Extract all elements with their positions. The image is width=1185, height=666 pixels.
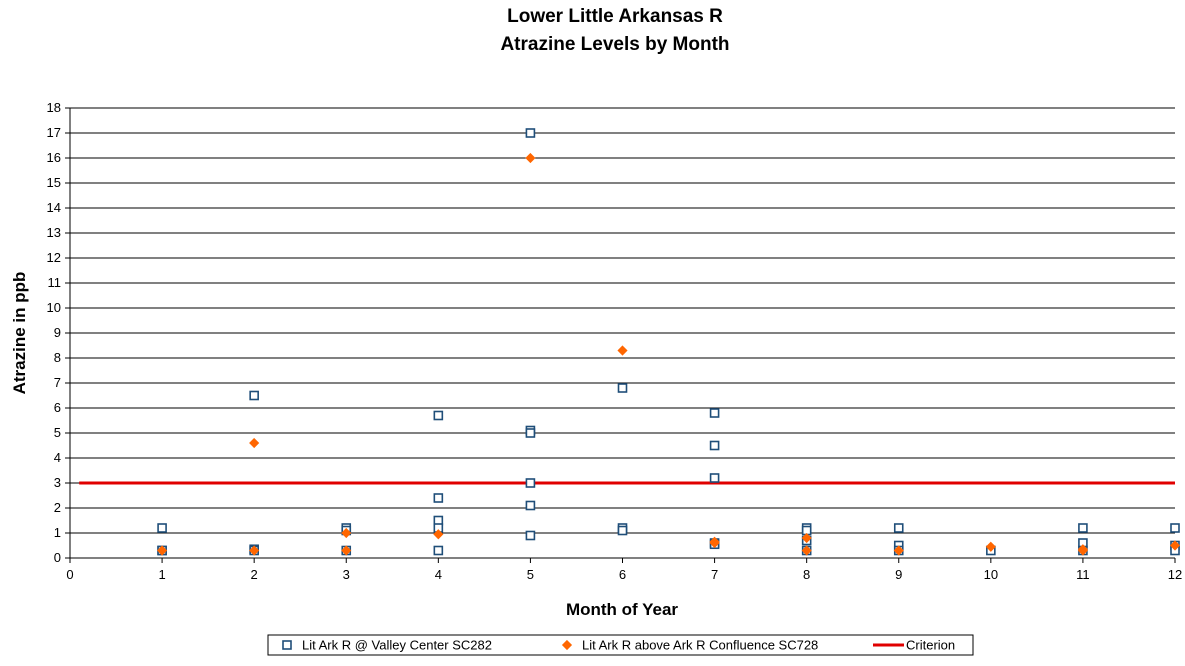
data-point-sc282 bbox=[709, 440, 720, 451]
x-tick-label: 10 bbox=[984, 567, 998, 582]
y-tick-label: 0 bbox=[54, 550, 61, 565]
chart-title: Lower Little Arkansas R bbox=[507, 6, 723, 27]
data-point-sc728 bbox=[341, 545, 352, 556]
y-tick-label: 1 bbox=[54, 525, 61, 540]
x-tick-label: 9 bbox=[895, 567, 902, 582]
y-tick-label: 5 bbox=[54, 425, 61, 440]
data-point-sc282 bbox=[157, 523, 167, 533]
x-tick-label: 5 bbox=[527, 567, 534, 582]
legend: Lit Ark R @ Valley Center SC282 Lit Ark R… bbox=[267, 634, 974, 656]
y-tick-label: 15 bbox=[47, 175, 61, 190]
data-point-sc728 bbox=[985, 541, 996, 552]
data-point-sc282 bbox=[617, 383, 628, 393]
x-tick-label: 7 bbox=[711, 567, 718, 582]
data-point-sc282 bbox=[433, 410, 444, 421]
x-tick-label: 0 bbox=[66, 567, 73, 582]
x-tick-label: 11 bbox=[1076, 567, 1090, 582]
x-tick-label: 4 bbox=[435, 567, 442, 582]
data-point-sc282 bbox=[1078, 523, 1088, 533]
y-tick-label: 17 bbox=[47, 125, 61, 140]
data-point-sc728 bbox=[617, 345, 628, 356]
data-point-sc282 bbox=[433, 493, 444, 503]
data-point-sc282 bbox=[709, 408, 720, 418]
x-tick-label: 1 bbox=[158, 567, 165, 582]
data-point-sc728 bbox=[1077, 545, 1088, 556]
y-tick-label: 13 bbox=[47, 225, 61, 240]
x-tick-label: 6 bbox=[619, 567, 626, 582]
data-point-sc282 bbox=[433, 545, 444, 556]
y-tick-label: 6 bbox=[54, 400, 61, 415]
data-point-sc282 bbox=[249, 390, 259, 401]
x-tick-label: 12 bbox=[1168, 567, 1182, 582]
y-tick-label: 11 bbox=[48, 275, 62, 290]
chart-subtitle: Atrazine Levels by Month bbox=[500, 34, 729, 55]
y-tick-label: 16 bbox=[47, 150, 61, 165]
y-tick-label: 9 bbox=[54, 325, 61, 340]
x-axis-ticks: 0 1 2 3 4 5 6 7 8 9 10 11 12 bbox=[66, 558, 1182, 582]
data-point-sc728 bbox=[893, 545, 904, 556]
y-tick-label: 8 bbox=[54, 350, 61, 365]
x-axis-label: Month of Year bbox=[566, 600, 678, 619]
gridlines bbox=[70, 107, 1175, 534]
data-point-sc282 bbox=[893, 523, 904, 533]
y-tick-label: 7 bbox=[54, 375, 61, 390]
y-tick-label: 18 bbox=[47, 100, 61, 115]
y-tick-label: 10 bbox=[47, 300, 61, 315]
y-axis-label: Atrazine in ppb bbox=[10, 272, 29, 395]
legend-marker-sc282 bbox=[282, 640, 292, 650]
legend-label-sc282: Lit Ark R @ Valley Center SC282 bbox=[302, 638, 492, 653]
data-point-sc728 bbox=[433, 529, 444, 540]
x-tick-label: 8 bbox=[803, 567, 810, 582]
data-points bbox=[157, 128, 1181, 556]
legend-marker-sc728 bbox=[561, 639, 573, 651]
data-point-sc282 bbox=[709, 473, 720, 483]
data-point-sc728 bbox=[801, 545, 812, 556]
data-point-sc728 bbox=[249, 437, 260, 449]
y-tick-label: 4 bbox=[54, 450, 61, 465]
data-point-sc282 bbox=[525, 530, 536, 541]
data-point-sc728 bbox=[709, 537, 720, 549]
legend-box bbox=[267, 634, 974, 656]
legend-label-criterion: Criterion bbox=[906, 638, 955, 653]
y-tick-label: 2 bbox=[54, 500, 61, 515]
data-point-sc282 bbox=[525, 500, 536, 511]
data-point-sc728 bbox=[801, 532, 812, 544]
y-tick-label: 14 bbox=[47, 200, 61, 215]
data-point-sc282 bbox=[1170, 523, 1180, 533]
y-tick-label: 12 bbox=[47, 250, 61, 265]
data-point-sc282 bbox=[525, 478, 536, 488]
data-point-sc282 bbox=[525, 428, 536, 438]
data-point-sc728 bbox=[341, 527, 352, 539]
data-point-sc728 bbox=[249, 545, 260, 556]
data-point-sc282 bbox=[525, 128, 536, 138]
data-point-sc728 bbox=[157, 545, 168, 556]
x-tick-label: 2 bbox=[251, 567, 258, 582]
x-tick-label: 3 bbox=[343, 567, 350, 582]
data-point-sc728 bbox=[525, 152, 536, 164]
y-tick-label: 3 bbox=[54, 475, 61, 490]
data-point-sc728 bbox=[1169, 540, 1181, 551]
data-point-sc282 bbox=[617, 525, 628, 536]
legend-label-sc728: Lit Ark R above Ark R Confluence SC728 bbox=[582, 638, 818, 653]
